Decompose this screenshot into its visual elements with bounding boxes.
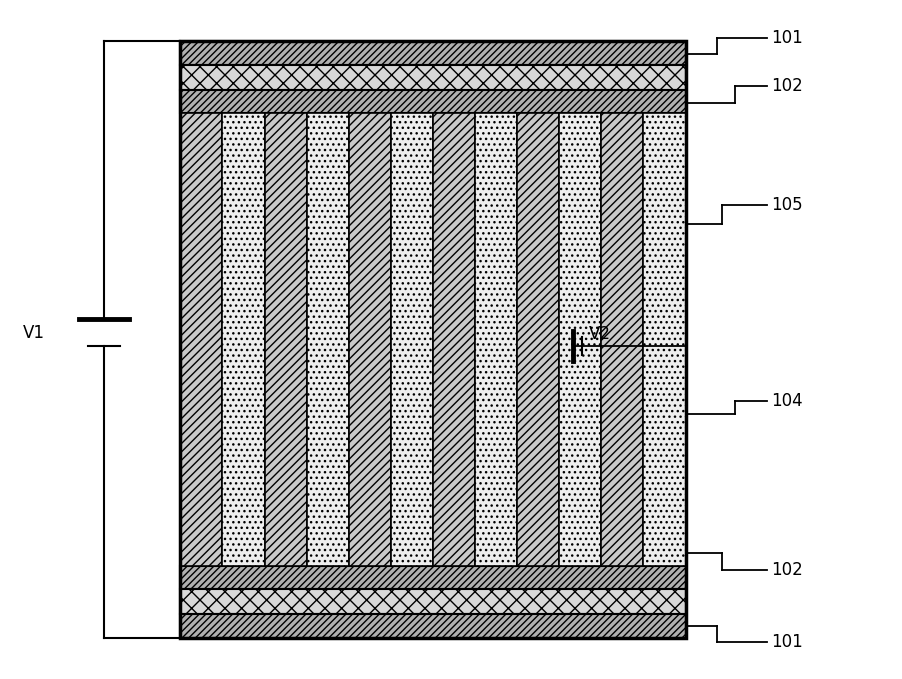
- Bar: [180, 614, 686, 638]
- Bar: [307, 113, 349, 566]
- Text: 104: 104: [771, 392, 803, 409]
- Bar: [433, 113, 475, 566]
- Bar: [264, 113, 307, 566]
- Bar: [391, 113, 433, 566]
- Bar: [180, 113, 223, 566]
- Text: 102: 102: [771, 77, 803, 95]
- Bar: [517, 113, 559, 566]
- Bar: [180, 41, 686, 638]
- Text: 101: 101: [771, 633, 803, 650]
- Bar: [180, 566, 686, 589]
- Bar: [475, 113, 517, 566]
- Bar: [180, 589, 686, 614]
- Bar: [559, 113, 602, 566]
- Bar: [223, 113, 264, 566]
- Text: V2: V2: [589, 325, 611, 343]
- Bar: [349, 113, 391, 566]
- Text: 101: 101: [771, 29, 803, 47]
- Bar: [180, 65, 686, 90]
- Bar: [643, 113, 686, 566]
- Bar: [180, 41, 686, 65]
- Text: V1: V1: [23, 324, 44, 342]
- Bar: [180, 41, 686, 638]
- Bar: [602, 113, 643, 566]
- Text: 102: 102: [771, 562, 803, 579]
- Text: 105: 105: [771, 196, 803, 214]
- Bar: [180, 90, 686, 113]
